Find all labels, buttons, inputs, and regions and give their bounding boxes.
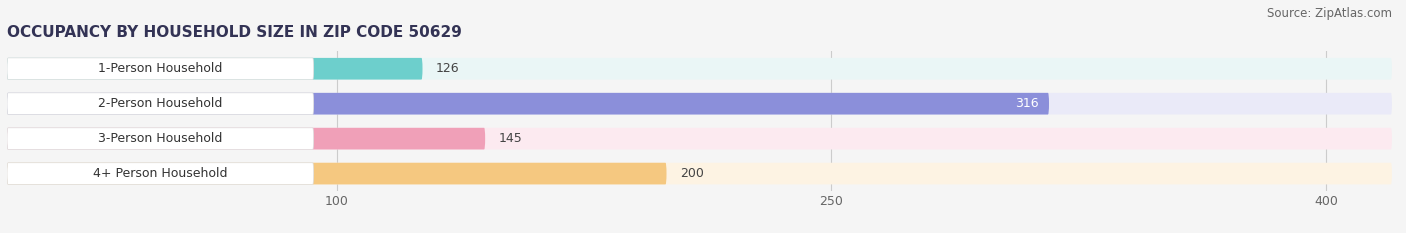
Text: 200: 200: [679, 167, 703, 180]
FancyBboxPatch shape: [7, 128, 1392, 150]
FancyBboxPatch shape: [7, 128, 314, 150]
Text: 316: 316: [1015, 97, 1039, 110]
Text: 2-Person Household: 2-Person Household: [98, 97, 222, 110]
Text: 4+ Person Household: 4+ Person Household: [93, 167, 228, 180]
FancyBboxPatch shape: [7, 58, 1392, 80]
FancyBboxPatch shape: [7, 163, 666, 185]
FancyBboxPatch shape: [7, 58, 423, 80]
FancyBboxPatch shape: [7, 93, 1049, 115]
Text: 3-Person Household: 3-Person Household: [98, 132, 222, 145]
Text: OCCUPANCY BY HOUSEHOLD SIZE IN ZIP CODE 50629: OCCUPANCY BY HOUSEHOLD SIZE IN ZIP CODE …: [7, 25, 463, 40]
FancyBboxPatch shape: [7, 93, 314, 115]
FancyBboxPatch shape: [7, 163, 1392, 185]
FancyBboxPatch shape: [7, 58, 314, 80]
FancyBboxPatch shape: [7, 93, 1392, 115]
Text: 1-Person Household: 1-Person Household: [98, 62, 222, 75]
Text: 145: 145: [498, 132, 522, 145]
FancyBboxPatch shape: [7, 163, 314, 185]
Text: Source: ZipAtlas.com: Source: ZipAtlas.com: [1267, 7, 1392, 20]
FancyBboxPatch shape: [7, 128, 485, 150]
Text: 126: 126: [436, 62, 460, 75]
